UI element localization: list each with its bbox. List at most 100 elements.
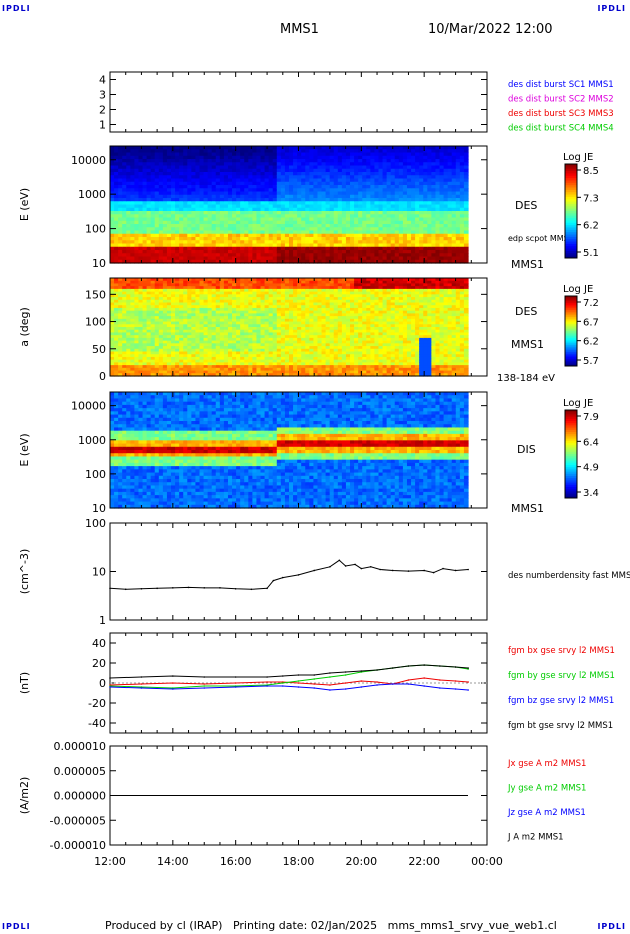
heatmap-cell: [244, 211, 249, 215]
heatmap-cell: [236, 346, 241, 350]
heatmap-cell: [138, 149, 144, 154]
heatmap-cell: [390, 188, 396, 193]
heatmap-cell: [366, 207, 371, 212]
heatmap-cell: [114, 351, 119, 355]
footer-credit: Produced by cl (IRAP) Printing date: 02/…: [105, 919, 557, 932]
heatmap-cell: [187, 259, 192, 264]
heatmap-cell: [394, 201, 400, 206]
heatmap-cell: [256, 224, 262, 228]
heatmap-cell: [187, 188, 192, 193]
heatmap-cell: [232, 207, 237, 212]
heatmap-cell: [171, 307, 176, 312]
heatmap-cell: [211, 310, 217, 314]
heatmap-cell: [179, 305, 184, 309]
heatmap-cell: [256, 162, 262, 167]
heatmap-cell: [354, 214, 359, 219]
heatmap-cell: [175, 316, 180, 320]
heatmap-cell: [158, 240, 164, 245]
heatmap-cell: [280, 172, 286, 176]
heatmap-cell: [415, 194, 420, 199]
heatmap-cell: [447, 172, 453, 176]
heatmap-cell: [162, 362, 168, 366]
heatmap-cell: [158, 348, 164, 353]
heatmap-cell: [354, 211, 359, 215]
heatmap-cell: [110, 365, 115, 369]
heatmap-cell: [394, 246, 400, 251]
heatmap-cell: [382, 188, 388, 193]
heatmap-cell: [187, 283, 192, 287]
heatmap-cell: [280, 286, 286, 290]
heatmap-cell: [183, 227, 188, 232]
heatmap-cell: [118, 149, 123, 154]
heatmap-cell: [154, 343, 160, 347]
heatmap-cell: [268, 297, 274, 301]
heatmap-cell: [439, 188, 445, 193]
heatmap-cell: [459, 172, 465, 176]
heatmap-cell: [126, 198, 131, 202]
heatmap-cell: [187, 191, 192, 196]
heatmap-cell: [203, 302, 209, 306]
heatmap-cell: [130, 356, 136, 361]
des-energy-y-tick-label: 100: [85, 223, 106, 236]
heatmap-cell: [122, 220, 127, 225]
heatmap-cell: [122, 155, 127, 160]
heatmap-cell: [122, 253, 127, 258]
heatmap-cell: [293, 246, 298, 251]
heatmap-cell: [171, 302, 176, 306]
heatmap-cell: [260, 337, 266, 342]
heatmap-cell: [333, 178, 339, 183]
heatmap-cell: [211, 291, 217, 295]
heatmap-cell: [435, 162, 441, 167]
heatmap-cell: [276, 188, 282, 193]
heatmap-cell: [382, 165, 388, 170]
heatmap-cell: [240, 307, 245, 312]
colorbar-cell: [565, 232, 577, 235]
heatmap-cell: [179, 294, 184, 298]
heatmap-cell: [248, 188, 253, 193]
heatmap-cell: [142, 354, 148, 358]
heatmap-cell: [248, 250, 253, 254]
heatmap-cell: [134, 354, 140, 358]
heatmap-cell: [333, 214, 339, 219]
heatmap-cell: [272, 146, 278, 150]
heatmap-cell: [232, 149, 237, 154]
heatmap-cell: [272, 224, 278, 228]
heatmap-cell: [252, 299, 258, 304]
heatmap-cell: [183, 185, 188, 189]
heatmap-cell: [142, 351, 148, 355]
heatmap-cell: [187, 211, 192, 215]
heatmap-cell: [280, 316, 286, 320]
heatmap-cell: [227, 168, 233, 173]
heatmap-cell: [252, 351, 258, 355]
heatmap-cell: [280, 332, 286, 336]
heatmap-cell: [134, 302, 140, 306]
heatmap-cell: [297, 178, 302, 183]
heatmap-cell: [431, 155, 437, 160]
heatmap-cell: [362, 214, 367, 219]
heatmap-cell: [411, 201, 416, 206]
heatmap-cell: [362, 146, 367, 150]
heatmap-cell: [427, 227, 432, 232]
heatmap-cell: [203, 207, 209, 212]
heatmap-cell: [138, 370, 144, 374]
heatmap-cell: [244, 149, 249, 154]
heatmap-cell: [419, 178, 424, 183]
heatmap-cell: [240, 373, 245, 377]
heatmap-cell: [378, 152, 384, 157]
heatmap-cell: [301, 220, 306, 225]
heatmap-cell: [325, 185, 331, 189]
heatmap-cell: [207, 165, 213, 170]
heatmap-cell: [211, 332, 217, 336]
heatmap-cell: [374, 220, 380, 225]
heatmap-cell: [268, 168, 274, 173]
heatmap-cell: [138, 351, 144, 355]
heatmap-cell: [191, 165, 197, 170]
heatmap-cell: [289, 250, 294, 254]
heatmap-cell: [362, 172, 367, 176]
heatmap-cell: [272, 278, 278, 282]
heatmap-cell: [179, 188, 184, 193]
heatmap-cell: [341, 246, 347, 251]
heatmap-cell: [195, 367, 201, 372]
heatmap-cell: [134, 207, 140, 212]
heatmap-cell: [183, 365, 188, 369]
